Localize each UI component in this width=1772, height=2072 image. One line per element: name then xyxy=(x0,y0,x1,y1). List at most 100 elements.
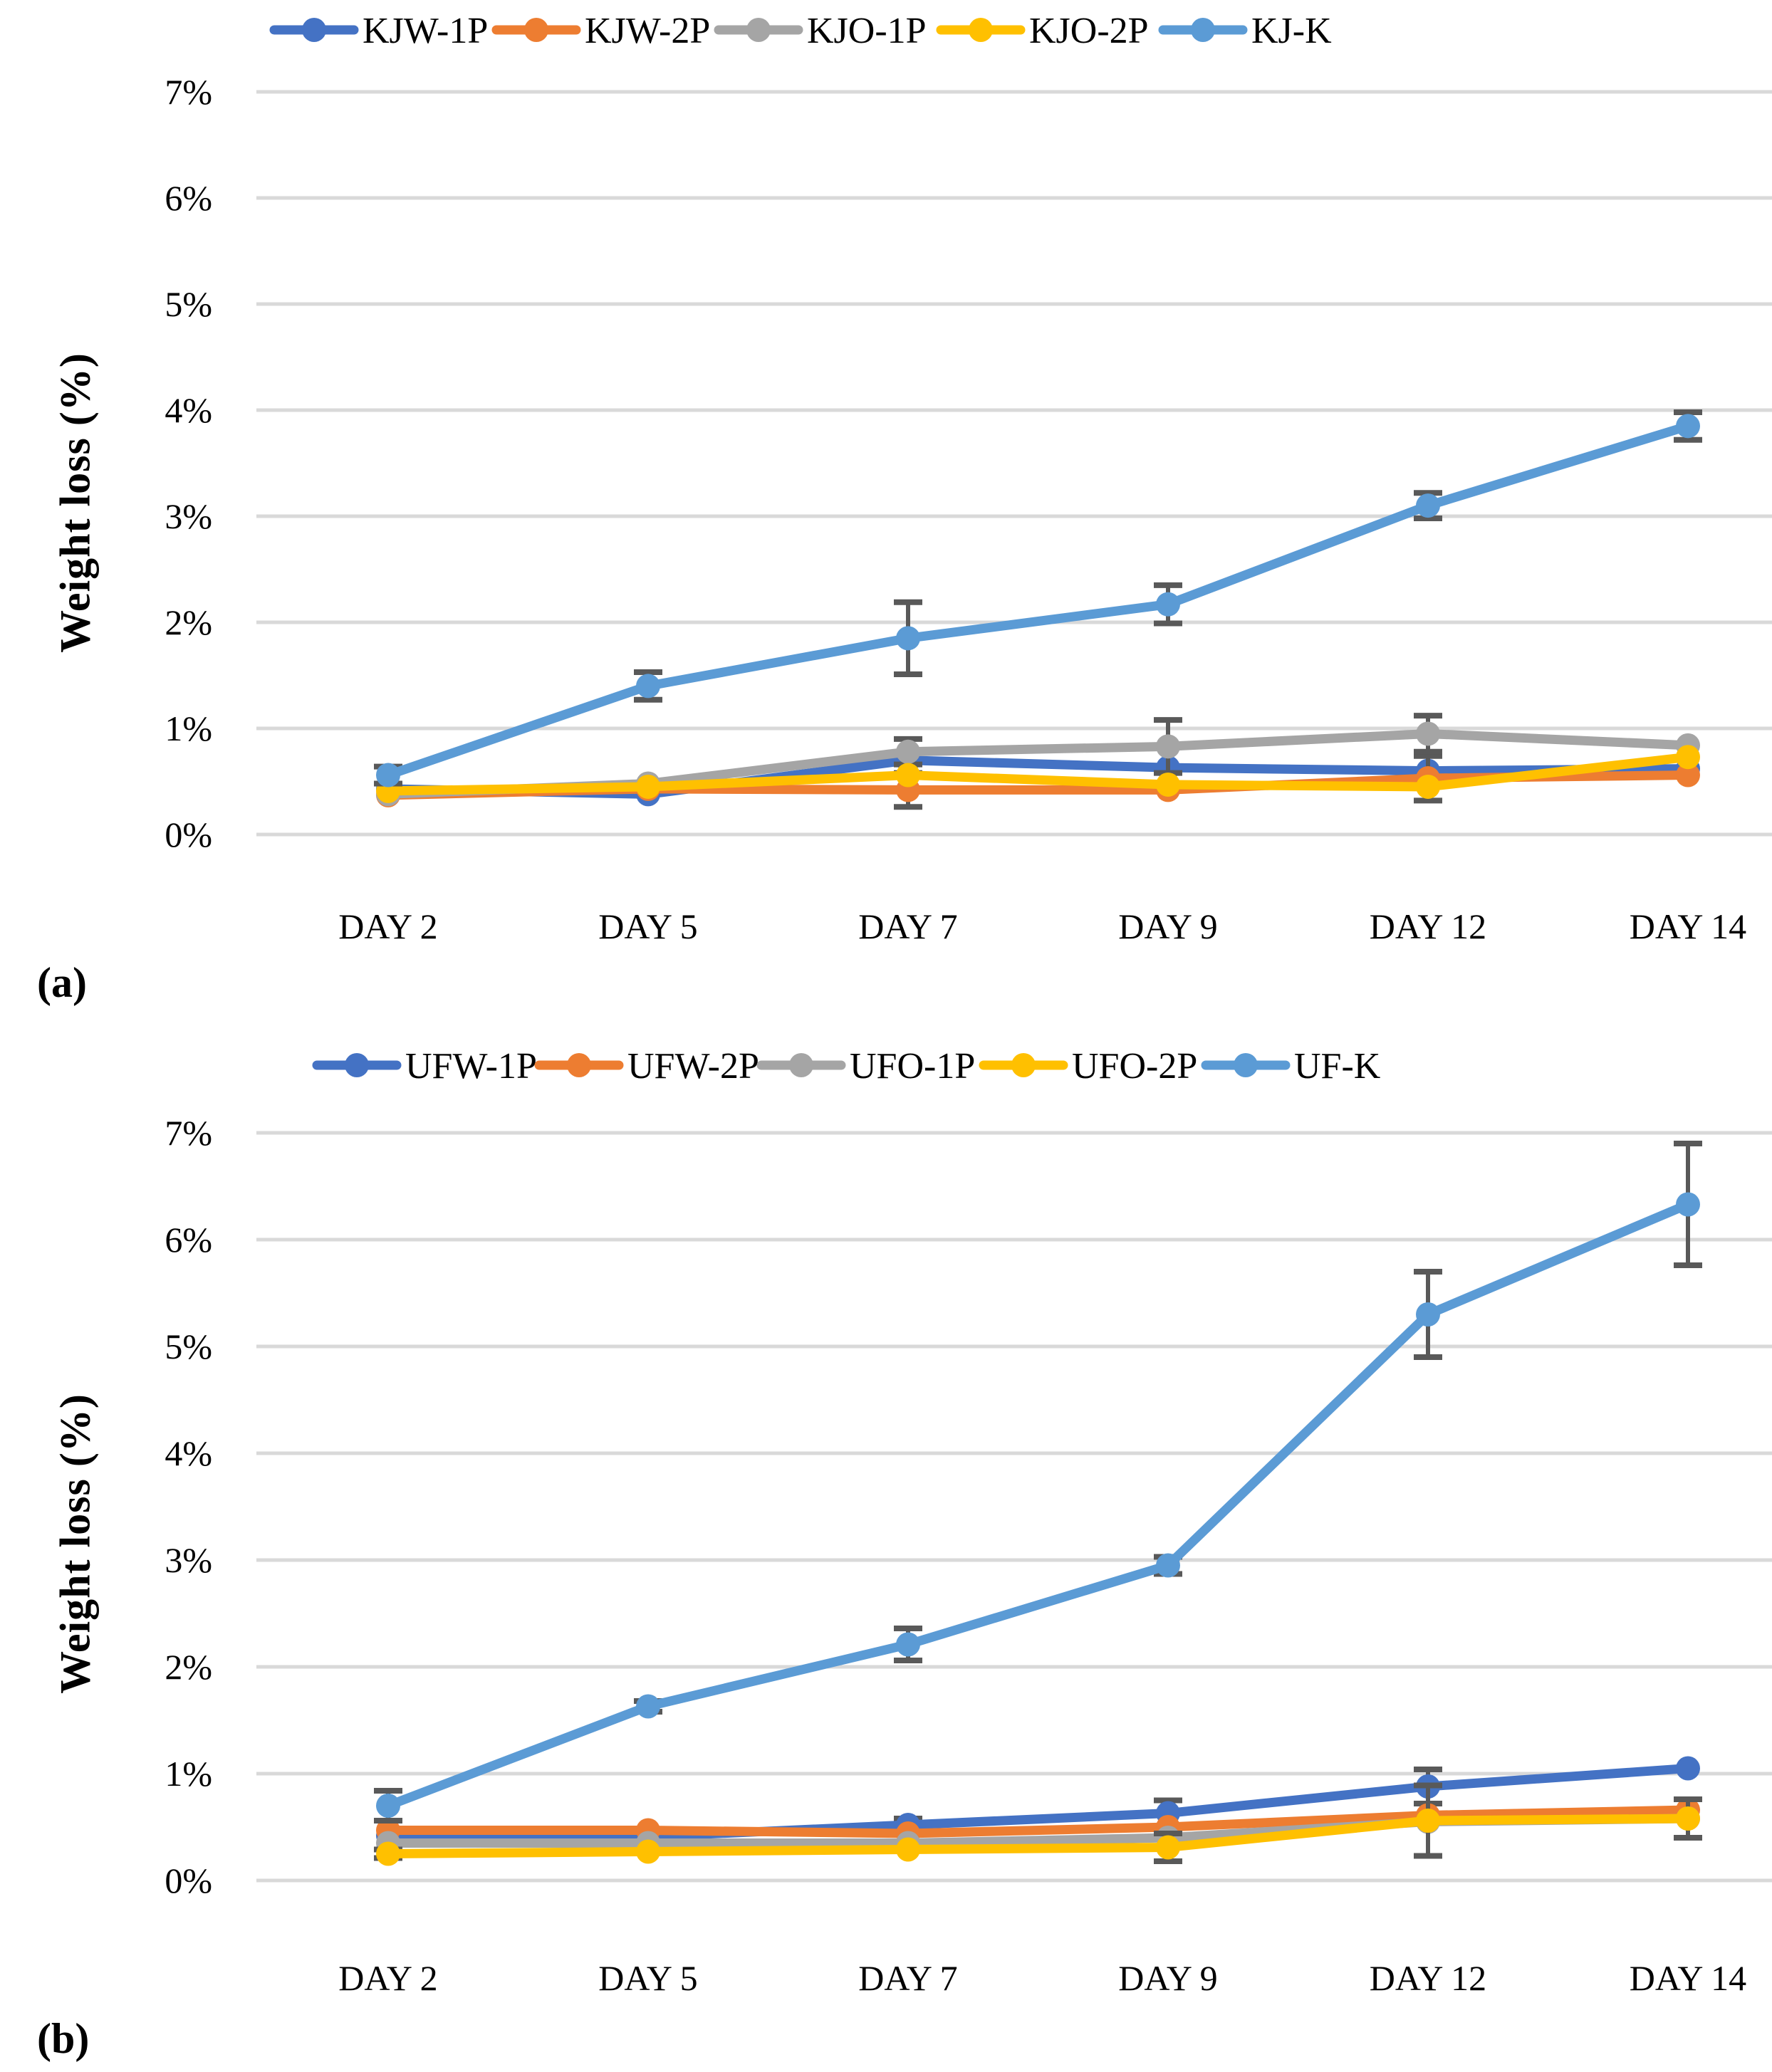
data-point-marker xyxy=(1416,1302,1440,1327)
data-point-marker xyxy=(896,739,920,764)
legend-marker-dot xyxy=(1234,1053,1258,1077)
legend-item-KJO-1P: KJO-1P xyxy=(714,11,927,51)
legend-label: UFO-1P xyxy=(850,1046,975,1087)
data-point-marker xyxy=(376,763,400,788)
data-point-marker xyxy=(1676,763,1700,788)
data-point-marker xyxy=(376,1794,400,1818)
y-axis-title-a: Weight loss (%) xyxy=(51,352,99,653)
legend-label: KJ-K xyxy=(1251,11,1332,51)
y-tick-label: 4% xyxy=(165,390,212,430)
data-point-marker xyxy=(1416,721,1440,746)
legend-label: UFW-2P xyxy=(627,1046,759,1087)
series-KJ-K xyxy=(374,409,1702,788)
series-line xyxy=(383,421,1693,780)
legend-marker-dot xyxy=(345,1053,369,1077)
legend-marker-dot xyxy=(302,18,326,42)
legend-item-UFO-1P: UFO-1P xyxy=(756,1046,975,1087)
data-point-marker xyxy=(1676,745,1700,770)
series-line xyxy=(383,1200,1693,1811)
series-UF-K xyxy=(374,1141,1702,1824)
panel-label-a: (a) xyxy=(37,959,87,1006)
data-point-marker xyxy=(896,1632,920,1657)
data-point-marker xyxy=(376,1841,400,1866)
legend-item-UF-K: UF-K xyxy=(1201,1046,1381,1087)
x-category-label: DAY 14 xyxy=(1630,906,1746,946)
y-tick-label: 5% xyxy=(165,284,212,324)
data-point-marker xyxy=(1156,1553,1180,1578)
data-point-marker xyxy=(636,1839,660,1864)
legend-item-KJ-K: KJ-K xyxy=(1158,11,1332,51)
y-tick-label: 4% xyxy=(165,1433,212,1473)
x-category-label: DAY 9 xyxy=(1118,1958,1217,1998)
data-point-marker xyxy=(896,1837,920,1862)
chart-panel-b: 0% 1% 2% 3% 4% 5% 6% 7% DAY 2 DAY 5 DAY 7 DAY 9 DAY … xyxy=(28,1042,1772,2072)
x-category-label: DAY 14 xyxy=(1630,1958,1746,1998)
x-category-label: DAY 7 xyxy=(858,1958,957,1998)
legend-label: UFW-1P xyxy=(405,1046,537,1087)
x-category-label: DAY 9 xyxy=(1118,906,1217,946)
legend-item-UFO-2P: UFO-2P xyxy=(979,1046,1197,1087)
y-tick-label: 1% xyxy=(165,1754,212,1794)
y-axis-title-b: Weight loss (%) xyxy=(51,1393,99,1694)
data-point-marker xyxy=(896,763,920,788)
data-point-marker xyxy=(1156,592,1180,617)
data-point-marker xyxy=(636,1694,660,1719)
series-KJO-2P xyxy=(376,745,1700,803)
x-category-label: DAY 2 xyxy=(338,906,437,946)
weight-loss-chart-b: 0% 1% 2% 3% 4% 5% 6% 7% DAY 2 DAY 5 DAY 7 DAY 9 DAY … xyxy=(165,1046,1772,1998)
data-point-marker xyxy=(1156,734,1180,759)
series-UFO-2P xyxy=(374,1782,1702,1866)
legend-marker-dot xyxy=(789,1053,813,1077)
data-point-marker xyxy=(636,674,660,698)
legend-item-UFW-2P: UFW-2P xyxy=(534,1046,759,1087)
legend-marker-dot xyxy=(1011,1053,1036,1077)
y-tick-label: 5% xyxy=(165,1327,212,1366)
legend-item-KJO-2P: KJO-2P xyxy=(936,11,1149,51)
legend-item-KJW-2P: KJW-2P xyxy=(491,11,710,51)
legend-marker-dot xyxy=(1191,18,1215,42)
series-line xyxy=(383,752,1693,796)
x-category-label: DAY 12 xyxy=(1370,906,1486,946)
y-tick-label: 3% xyxy=(165,1540,212,1580)
legend-label: KJW-2P xyxy=(585,11,710,51)
y-tick-label: 0% xyxy=(165,815,212,854)
legend-marker-dot xyxy=(524,18,548,42)
x-category-label: DAY 12 xyxy=(1370,1958,1486,1998)
legend-label: KJO-1P xyxy=(807,11,927,51)
weight-loss-chart-a: 0% 1% 2% 3% 4% 5% 6% 7% DAY 2 DAY 5 DAY 7 DAY 9 DAY … xyxy=(165,11,1772,946)
data-point-marker xyxy=(1416,493,1440,518)
legend-label: KJO-2P xyxy=(1029,11,1149,51)
data-point-marker xyxy=(1676,414,1700,439)
data-point-marker xyxy=(636,774,660,799)
data-point-marker xyxy=(1676,1806,1700,1831)
x-category-label: DAY 2 xyxy=(338,1958,437,1998)
legend-item-UFW-1P: UFW-1P xyxy=(312,1046,537,1087)
y-tick-label: 2% xyxy=(165,1647,212,1687)
data-point-marker xyxy=(1676,1756,1700,1781)
legend-label: KJW-1P xyxy=(363,11,488,51)
series-line xyxy=(383,1805,1693,1838)
y-tick-label: 2% xyxy=(165,602,212,642)
series-line xyxy=(383,1764,1693,1841)
y-tick-label: 7% xyxy=(165,1113,212,1153)
legend-marker-dot xyxy=(969,18,993,42)
y-tick-label: 6% xyxy=(165,1220,212,1260)
y-tick-label: 1% xyxy=(165,708,212,748)
y-tick-label: 3% xyxy=(165,496,212,536)
x-category-label: DAY 5 xyxy=(598,1958,697,1998)
legend-label: UF-K xyxy=(1294,1046,1381,1087)
panel-label-b: (b) xyxy=(37,2015,90,2062)
y-tick-label: 6% xyxy=(165,178,212,218)
legend-label: UFO-2P xyxy=(1072,1046,1197,1087)
data-point-marker xyxy=(1156,772,1180,797)
y-tick-label: 0% xyxy=(165,1861,212,1900)
data-point-marker xyxy=(1416,1809,1440,1833)
data-point-marker xyxy=(1676,1192,1700,1217)
x-category-label: DAY 5 xyxy=(598,906,697,946)
legend-marker-dot xyxy=(567,1053,591,1077)
data-point-marker xyxy=(1416,774,1440,799)
legend-item-KJW-1P: KJW-1P xyxy=(269,11,488,51)
chart-panel-a: 0% 1% 2% 3% 4% 5% 6% 7% DAY 2 DAY 5 DAY 7 DAY 9 DAY … xyxy=(28,11,1772,1042)
data-point-marker xyxy=(896,626,920,651)
y-tick-label: 7% xyxy=(165,72,212,112)
